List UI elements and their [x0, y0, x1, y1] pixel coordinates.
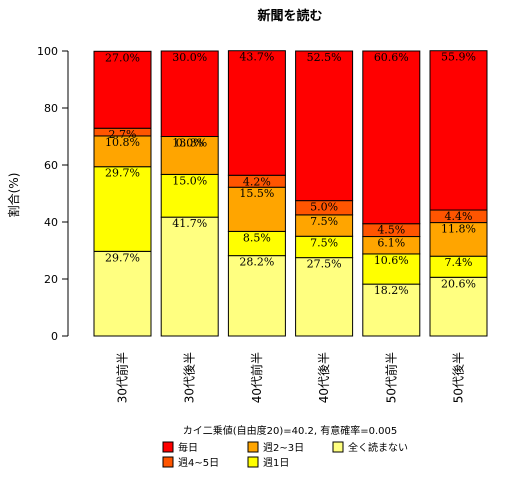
bar-segment: [93, 166, 152, 252]
y-axis: 0 20 40 60 80 100: [37, 45, 69, 343]
data-label: 15.0%: [172, 174, 207, 187]
y-tick-label: 80: [44, 102, 58, 115]
bar-segment: [362, 253, 421, 285]
bar-segment: [362, 50, 421, 225]
bar-segment: [295, 50, 354, 202]
data-label: 7.5%: [310, 236, 338, 249]
data-label: 52.5%: [307, 51, 342, 64]
bar-segment: [93, 250, 152, 337]
category-label: 30代前半: [115, 352, 130, 403]
legend-swatch: [332, 441, 344, 453]
data-label: 41.7%: [172, 217, 207, 230]
bar-segment: [227, 255, 286, 337]
data-labels-group: 29.7% 29.7% 10.8%2.7% 27.0% 41.7% 15.0% 13.3%0…: [105, 51, 476, 297]
data-label: 4.5%: [377, 224, 405, 237]
data-label: 30.0%: [172, 51, 207, 64]
data-label: 8.5%: [243, 231, 271, 244]
chi-square-annotation: カイ二乗値(自由度20)=40.2, 有意確率=0.005: [183, 424, 398, 437]
bar-segment: [160, 50, 219, 137]
y-tick-label: 40: [44, 216, 58, 229]
data-label: 43.7%: [239, 51, 274, 64]
legend-swatch: [162, 456, 174, 468]
data-label: 28.2%: [239, 256, 274, 269]
legend-label: 全く読まない: [348, 441, 408, 454]
data-label: 29.7%: [105, 167, 140, 180]
bar-segment: [93, 50, 152, 129]
data-label: 4.4%: [445, 210, 473, 223]
data-label: 55.9%: [441, 51, 476, 64]
data-label: 29.7%: [105, 251, 140, 264]
bar-segment: [362, 283, 421, 337]
data-label: 6.1%: [377, 237, 405, 250]
y-tick-label: 20: [44, 273, 58, 286]
bar-segment: [160, 216, 219, 337]
bar-segment: [429, 50, 488, 211]
bar-segment: [160, 173, 219, 218]
data-label: 10.8%: [105, 136, 140, 149]
category-label: 30代後半: [183, 352, 197, 403]
bar-segment: [429, 276, 488, 337]
data-label: 27.5%: [307, 258, 342, 271]
bars-group: [93, 50, 488, 337]
legend-label: 週4~5日: [178, 457, 219, 469]
category-label: 40代後半: [317, 352, 331, 403]
category-label: 50代後半: [452, 352, 466, 403]
y-tick-label: 100: [37, 45, 58, 58]
category-label: 50代前半: [383, 352, 398, 403]
chart-title: 新聞を読む: [257, 8, 322, 24]
y-axis-label: 割合(%): [6, 173, 21, 218]
bar-segment: [160, 136, 219, 175]
data-label: 10.6%: [374, 254, 409, 267]
bar-segment: [93, 135, 152, 168]
data-label: 60.6%: [374, 51, 409, 64]
category-labels-group: 30代前半 30代後半 40代前半 40代後半 50代前半 50代後半: [115, 352, 466, 403]
y-tick-label: 60: [44, 159, 58, 172]
legend-swatch: [247, 441, 259, 453]
legend-label: 週2~3日: [263, 442, 304, 454]
bar-segment: [227, 186, 286, 232]
legend-swatch: [162, 441, 174, 453]
data-label: 2.7%: [109, 128, 137, 141]
legend-box: [158, 438, 421, 478]
data-label: 20.6%: [441, 277, 476, 290]
bar-segment: [227, 230, 286, 257]
data-label: 15.5%: [239, 187, 274, 200]
bar-segment: [429, 222, 488, 257]
data-label: 4.2%: [243, 175, 271, 188]
legend-label: 毎日: [178, 441, 198, 454]
data-label: 27.0%: [105, 51, 140, 64]
y-tick-label: 0: [51, 330, 58, 343]
category-label: 40代前半: [249, 352, 264, 403]
data-label: 7.4%: [445, 256, 473, 269]
data-label: 18.2%: [374, 284, 409, 297]
data-label: 7.5%: [310, 215, 338, 228]
data-label: 11.8%: [441, 223, 476, 236]
bar-segment: [295, 257, 354, 337]
data-label: 13.3%: [172, 137, 207, 150]
bar-segment: [227, 50, 286, 176]
data-label: 5.0%: [310, 201, 338, 214]
legend-label: 週1日: [263, 457, 289, 469]
legend-swatch: [247, 456, 259, 468]
data-label: 0.0%: [176, 137, 204, 150]
